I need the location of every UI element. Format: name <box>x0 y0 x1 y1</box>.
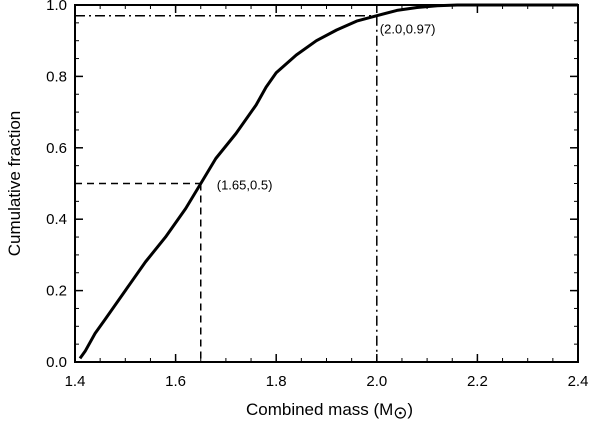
sun-symbol-icon <box>394 407 406 419</box>
axis-ticks: 1.4 1.6 1.8 2.0 2.2 2.4 0.0 0.2 0.4 0.6 0.8 1.0 <box>46 0 588 390</box>
y-tick-label: 0.0 <box>46 354 67 371</box>
y-tick-label: 1.0 <box>46 0 67 14</box>
y-tick-label: 0.8 <box>46 68 67 85</box>
y-tick-label: 0.2 <box>46 283 67 300</box>
x-tick-label: 2.2 <box>467 373 488 390</box>
x-tick-label: 1.6 <box>165 373 186 390</box>
cumulative-curve <box>78 3 578 360</box>
annotation-label: (1.65,0.5) <box>217 178 273 193</box>
x-tick-label: 1.8 <box>266 373 287 390</box>
y-tick-label: 0.6 <box>46 140 67 157</box>
y-tick-label: 0.4 <box>46 211 67 228</box>
y-axis-title: Cumulative fraction <box>5 111 24 257</box>
x-axis-title-text: Combined mass (M <box>246 400 393 419</box>
x-tick-label: 2.4 <box>568 373 589 390</box>
reference-lines <box>75 14 378 362</box>
x-axis-title: Combined mass (M) <box>246 400 413 419</box>
annotation-label: (2.0,0.97) <box>380 22 436 37</box>
annotations: (1.65,0.5) (2.0,0.97) <box>217 22 436 193</box>
series-layer <box>78 3 578 360</box>
x-tick-label: 1.4 <box>65 373 86 390</box>
x-tick-label: 2.0 <box>366 373 387 390</box>
x-axis-title-suffix: ) <box>407 400 413 419</box>
